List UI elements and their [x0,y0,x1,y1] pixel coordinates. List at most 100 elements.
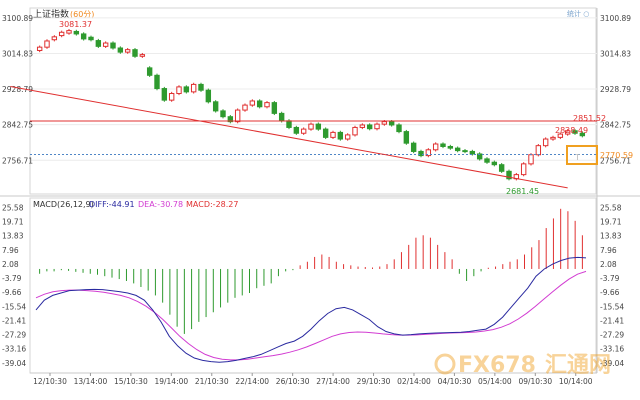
macd-y-tick-left: -15.54 [2,302,26,311]
watermark: FX678 汇通网 [434,353,611,378]
candle-up [520,163,527,176]
candle-up [300,128,307,134]
candle-down [205,89,212,103]
candle-down [117,47,124,53]
x-tick-label: 26/10:30 [276,377,310,386]
candle-up [264,102,270,108]
candle-down [476,153,483,160]
candle-down [469,150,476,155]
candle-down [161,88,168,101]
x-tick-label: 29/10:30 [357,377,391,386]
candle-up [44,40,50,48]
price-y-axis: 3100.89 3100.89 3014.83 3014.83 2928.79 2928.… [2,14,631,165]
price-panel [29,7,597,195]
candle-up [374,123,380,130]
price-y-tick-left: 3014.83 [2,49,33,58]
dea-line [35,270,587,361]
price-y-tick-left: 2842.75 [2,121,33,130]
macd-panel [29,197,597,374]
macd-title: MACD(26,12,9) [33,200,94,209]
x-tick-label: 27/14:00 [316,377,350,386]
price-y-tick-right: 3100.89 [600,14,631,23]
high-label: 3081.37 [59,20,92,29]
candle-up [249,100,256,106]
macd-histogram [39,208,583,334]
candle-down [95,40,102,47]
macd-y-tick-right: -21.41 [600,316,624,325]
resistance-label: 2851.52 [573,114,606,123]
candle-down [154,74,160,90]
candle-up [139,54,146,57]
x-tick-label: 22/14:00 [235,377,269,386]
candle-up [381,121,388,125]
macd-diff: DIFF:-44.91 [89,200,135,209]
candle-down [403,131,410,144]
candle-up [535,145,542,156]
macd-y-tick-left: -27.29 [2,331,26,340]
watermark-cn: 汇通网 [545,353,611,378]
macd-y-tick-right: -15.54 [600,302,624,311]
candle-down [227,116,234,123]
macd-value: MACD:-28.27 [186,200,238,209]
candle-down [88,36,94,41]
macd-y-axis: 25.58 25.58 19.71 19.71 13.83 13.83 7.96 7.96 2.… [2,203,624,367]
price-y-tick-left: 2756.71 [2,156,33,165]
candle-up [528,154,534,165]
candle-up [564,130,571,135]
candle-up [344,134,351,140]
candle-down [388,121,395,126]
macd-y-tick-right: 25.58 [600,203,622,212]
candle-down [506,170,512,180]
price-y-tick-right: 2756.71 [600,156,631,165]
candle-up [557,133,564,138]
macd-y-tick-right: 13.83 [600,232,622,241]
low-label: 2681.45 [506,187,539,196]
candle-down [337,131,344,140]
candle-down [256,100,263,108]
x-axis: 12/10:30 13/14:00 15/10:30 19/14:00 21/10:30… [33,373,593,386]
x-tick-label: 12/10:30 [33,377,67,386]
candle-down [73,30,80,35]
candle-up [176,86,182,95]
candle-up [190,83,197,93]
candle-up [234,109,241,123]
candle-up [352,126,358,136]
diff-line [35,256,587,363]
macd-y-tick-right: -3.79 [600,274,620,283]
candle-down [366,124,373,130]
macd-lines [35,256,587,363]
candle-down [454,147,461,152]
candle-down [198,83,204,91]
current-price-box[interactable] [566,145,598,165]
macd-y-tick-left: 13.83 [2,232,24,241]
macd-y-tick-left: -3.79 [2,274,22,283]
chart-title: 上证指数 [33,8,69,20]
candle-down [579,132,586,137]
top-right-label[interactable]: 统计 ○ [567,9,589,18]
x-tick-label: 21/10:30 [195,377,229,386]
recent-label: 2828.49 [555,126,588,135]
macd-y-tick-right: -9.66 [600,288,620,297]
x-tick-label: 05/14:00 [478,377,512,386]
macd-y-tick-right: -39.04 [600,359,624,368]
macd-y-tick-left: -39.04 [2,359,26,368]
candle-up [359,124,366,128]
candle-down [315,123,322,130]
candle-up [124,49,131,53]
x-tick-label: 13/14:00 [74,377,108,386]
candle-down [286,120,292,128]
macd-y-tick-left: 2.08 [2,260,19,269]
candle-down [396,124,402,133]
macd-y-tick-left: 25.58 [2,203,24,212]
x-tick-label: 09/10:30 [518,377,552,386]
candle-up [242,104,248,111]
candle-down [132,49,138,57]
macd-y-tick-right: 7.96 [600,246,617,255]
candle-up [432,143,439,151]
candle-down [447,145,454,149]
candle-up [330,131,336,138]
macd-y-tick-left: -9.66 [2,288,22,297]
candle-down [484,158,490,163]
price-y-tick-right: 3014.83 [600,49,631,58]
